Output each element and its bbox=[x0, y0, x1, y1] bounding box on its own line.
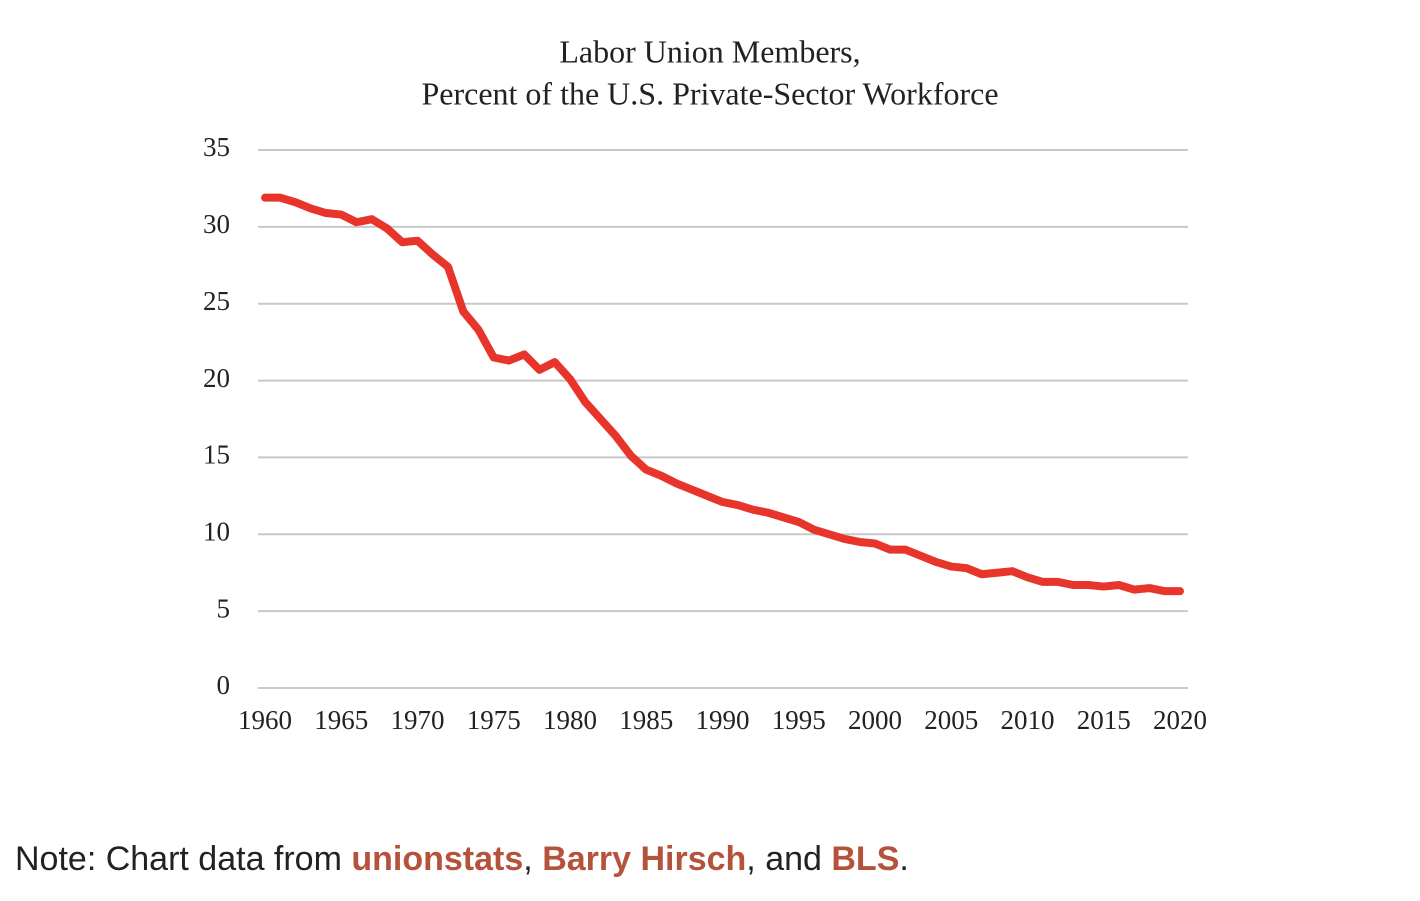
link[interactable]: unionstats bbox=[351, 840, 524, 878]
note-text: . bbox=[899, 840, 909, 878]
note-text: , bbox=[523, 840, 543, 878]
x-tick-label: 1980 bbox=[543, 705, 597, 735]
note-text: , and bbox=[746, 840, 832, 878]
chart-title: Labor Union Members, bbox=[559, 33, 860, 69]
y-tick-label: 5 bbox=[217, 593, 231, 623]
y-tick-label: 20 bbox=[203, 363, 230, 393]
x-tick-label: 2010 bbox=[1001, 705, 1055, 735]
chart: Labor Union Members, Percent of the U.S.… bbox=[203, 33, 1207, 735]
y-tick-label: 0 bbox=[217, 670, 231, 700]
x-tick-label: 1960 bbox=[238, 705, 292, 735]
note: Note: Chart data from unionstats, Barry … bbox=[15, 840, 909, 879]
y-tick-label: 15 bbox=[203, 440, 230, 470]
x-tick-label: 2015 bbox=[1077, 705, 1131, 735]
x-tick-label: 1995 bbox=[772, 705, 826, 735]
y-tick-label: 10 bbox=[203, 516, 230, 546]
data-line bbox=[261, 193, 1184, 596]
x-tick-label: 2005 bbox=[924, 705, 978, 735]
x-tick-label: 1965 bbox=[314, 705, 368, 735]
x-tick-label: 1970 bbox=[391, 705, 445, 735]
x-tick-label: 2020 bbox=[1153, 705, 1207, 735]
link[interactable]: Barry Hirsch bbox=[542, 840, 747, 878]
link[interactable]: BLS bbox=[831, 840, 900, 878]
y-tick-label: 35 bbox=[203, 132, 230, 162]
x-tick-label: 1990 bbox=[696, 705, 750, 735]
y-tick-label: 30 bbox=[203, 209, 230, 239]
x-tick-label: 1985 bbox=[619, 705, 673, 735]
note-text: Note: Chart data from bbox=[15, 840, 352, 878]
chart-subtitle: Percent of the U.S. Private-Sector Workf… bbox=[421, 75, 998, 111]
y-tick-label: 25 bbox=[203, 286, 230, 316]
x-tick-label: 1975 bbox=[467, 705, 521, 735]
x-tick-label: 2000 bbox=[848, 705, 902, 735]
